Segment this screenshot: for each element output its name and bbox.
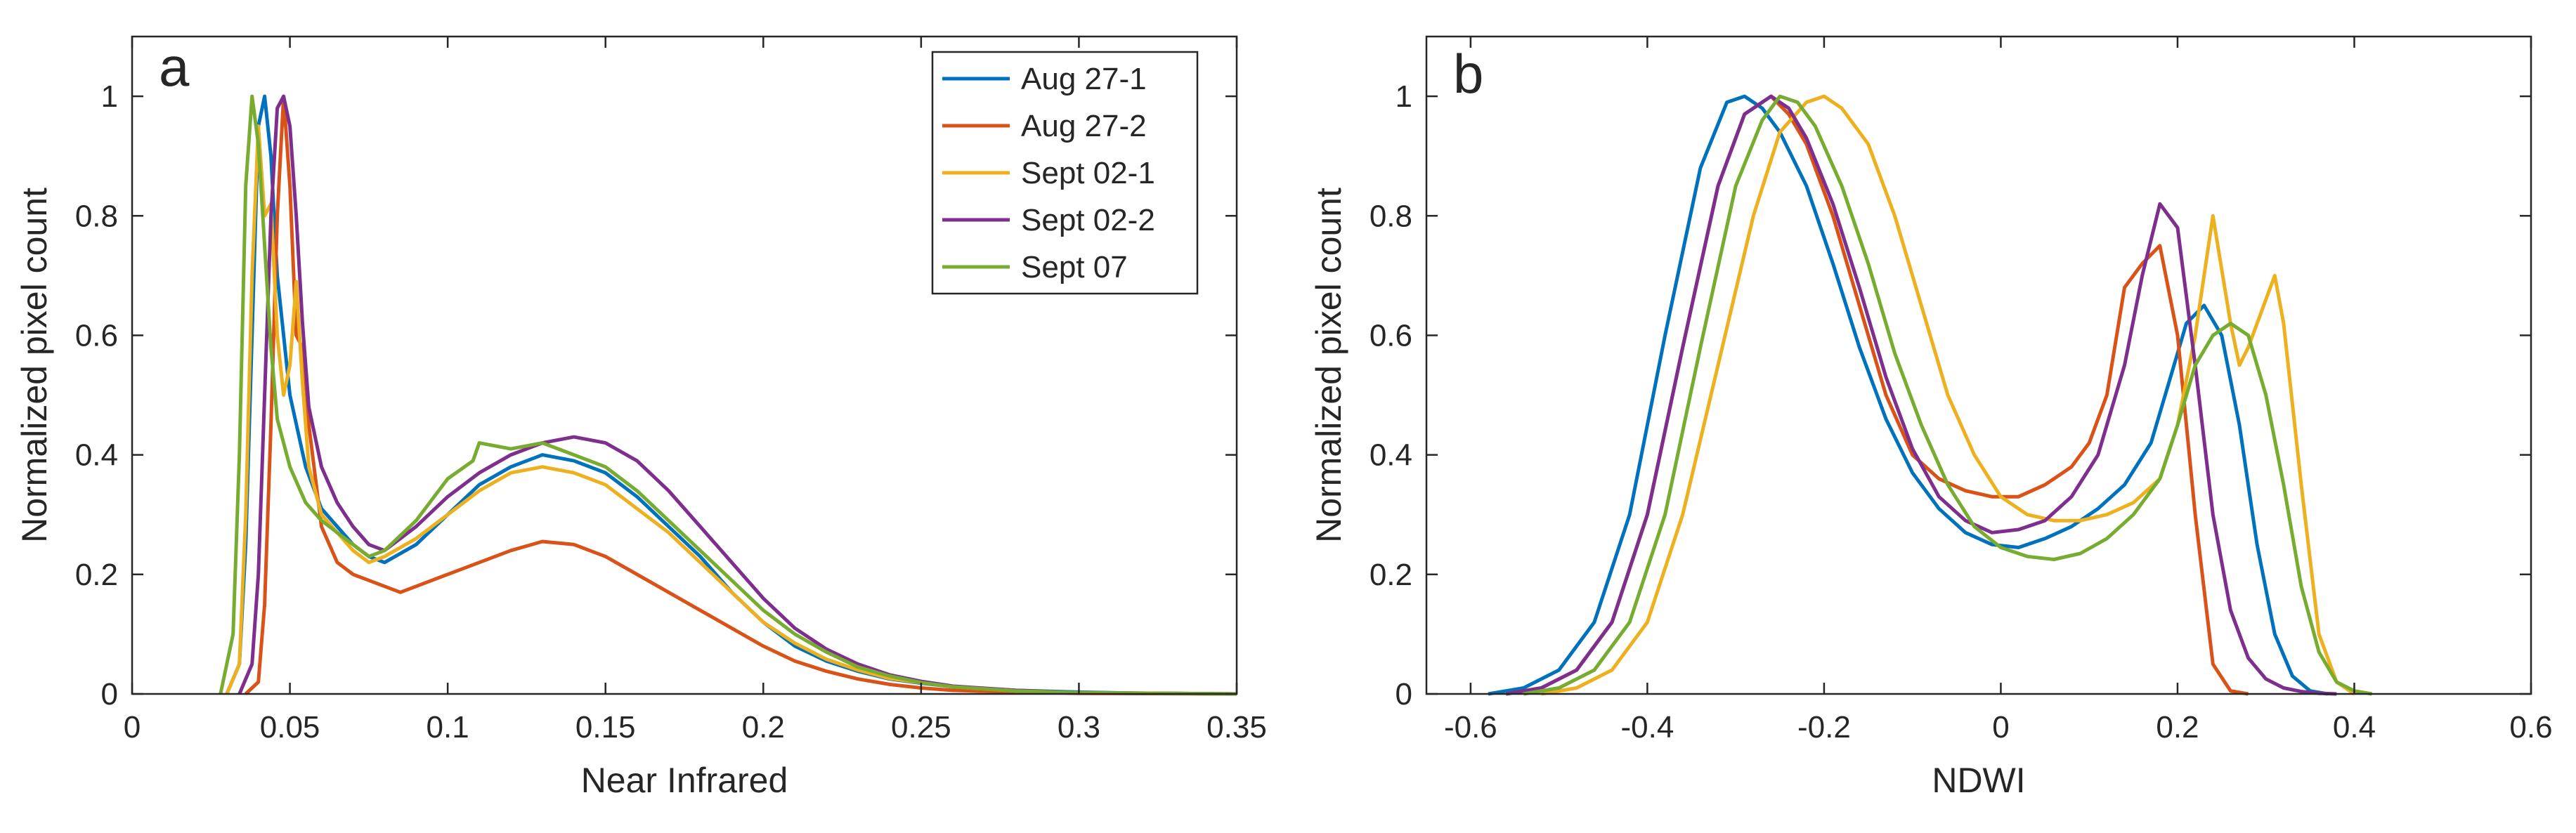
legend-label-sept-02-2: Sept 02-2 xyxy=(1021,203,1155,237)
panel-a-x-tick-label: 0.25 xyxy=(891,710,951,745)
panel-a-y-axis-title: Normalized pixel count xyxy=(15,188,54,543)
panel-b-y-tick-label: 0.4 xyxy=(1370,438,1412,473)
legend-label-sept-02-1: Sept 02-1 xyxy=(1021,156,1155,190)
panel-b-x-tick-label: -0.2 xyxy=(1797,710,1851,745)
panel-a-axes-box xyxy=(131,35,1238,695)
panel-a-y-tick-label: 0 xyxy=(101,677,118,711)
panel-a: 0 0.05 0.1 0.15 0.2 0.25 0.3 0.35 0 0.2 0.4 0.6 0.8 1… xyxy=(15,35,1267,800)
panel-b-series-line-sept-02-1 xyxy=(1541,94,2355,696)
panel-a-y-tick-label: 0.4 xyxy=(75,438,118,473)
panel-a-y-tick-label: 0.6 xyxy=(75,318,118,353)
panel-b-x-tick-label: 0.4 xyxy=(2333,710,2376,745)
panel-a-panel-letter: a xyxy=(159,36,190,98)
panel-b-panel-letter: b xyxy=(1453,43,1483,105)
panel-b-plot-area xyxy=(1426,37,2531,694)
panel-b-x-tick-label: 0.6 xyxy=(2509,710,2552,745)
panel-a-x-tick-label: 0.1 xyxy=(427,710,469,745)
panel-a-series-line-sept-02-2 xyxy=(238,94,1237,696)
panel-b-series-line-aug-27-1 xyxy=(1488,94,2329,696)
panel-a-x-tick-label: 0.3 xyxy=(1058,710,1100,745)
panel-b-y-tick-label: 0.8 xyxy=(1370,199,1412,233)
panel-b-y-axis-title: Normalized pixel count xyxy=(1309,188,1348,543)
panel-a-series-line-aug-27-2 xyxy=(244,94,1237,696)
panel-a-y-tick-label: 0.8 xyxy=(75,199,118,233)
panel-b-y-tick-label: 1 xyxy=(1396,79,1412,114)
panel-b-y-tick-label: 0 xyxy=(1396,677,1412,711)
panel-b-x-tick-label: 0 xyxy=(1992,710,2009,745)
panel-a-y-tick-label: 0.2 xyxy=(75,558,118,592)
panel-a-x-tick-label: 0.35 xyxy=(1206,710,1267,745)
panel-b-x-tick-label: -0.6 xyxy=(1444,710,1497,745)
panel-b-axes-box xyxy=(1425,35,2532,695)
panel-b-series-line-sept-02-2 xyxy=(1505,94,2337,696)
panel-a-x-tick-label: 0.05 xyxy=(260,710,320,745)
legend-label-aug-27-1: Aug 27-1 xyxy=(1021,62,1147,96)
panel-b-x-axis-title: NDWI xyxy=(1932,761,2025,800)
panel-a-x-axis-title: Near Infrared xyxy=(581,761,788,800)
panel-a-legend: Aug 27-1 Aug 27-2 Sept 02-1 Sept 02-2 Sept 0… xyxy=(931,51,1199,295)
panel-b: -0.6 -0.4 -0.2 0 0.2 0.4 0.6 0 0.2 0.4 0.6 0.8 1 NDWI… xyxy=(1309,35,2553,800)
panel-b-x-tick-label: 0.2 xyxy=(2156,710,2199,745)
legend-label-aug-27-2: Aug 27-2 xyxy=(1021,109,1147,143)
legend-label-sept-07: Sept 07 xyxy=(1021,250,1128,284)
panel-b-y-tick-label: 0.2 xyxy=(1370,558,1412,592)
panel-b-y-tick-label: 0.6 xyxy=(1370,318,1412,353)
panel-a-x-tick-label: 0.15 xyxy=(575,710,636,745)
panel-b-series-line-sept-07 xyxy=(1523,94,2373,696)
panel-a-y-tick-label: 1 xyxy=(101,79,118,114)
panel-a-x-tick-label: 0 xyxy=(124,710,141,745)
panel-b-x-tick-label: -0.4 xyxy=(1620,710,1674,745)
panel-a-x-tick-label: 0.2 xyxy=(742,710,785,745)
panel-a-series-line-sept-07 xyxy=(219,94,1237,696)
